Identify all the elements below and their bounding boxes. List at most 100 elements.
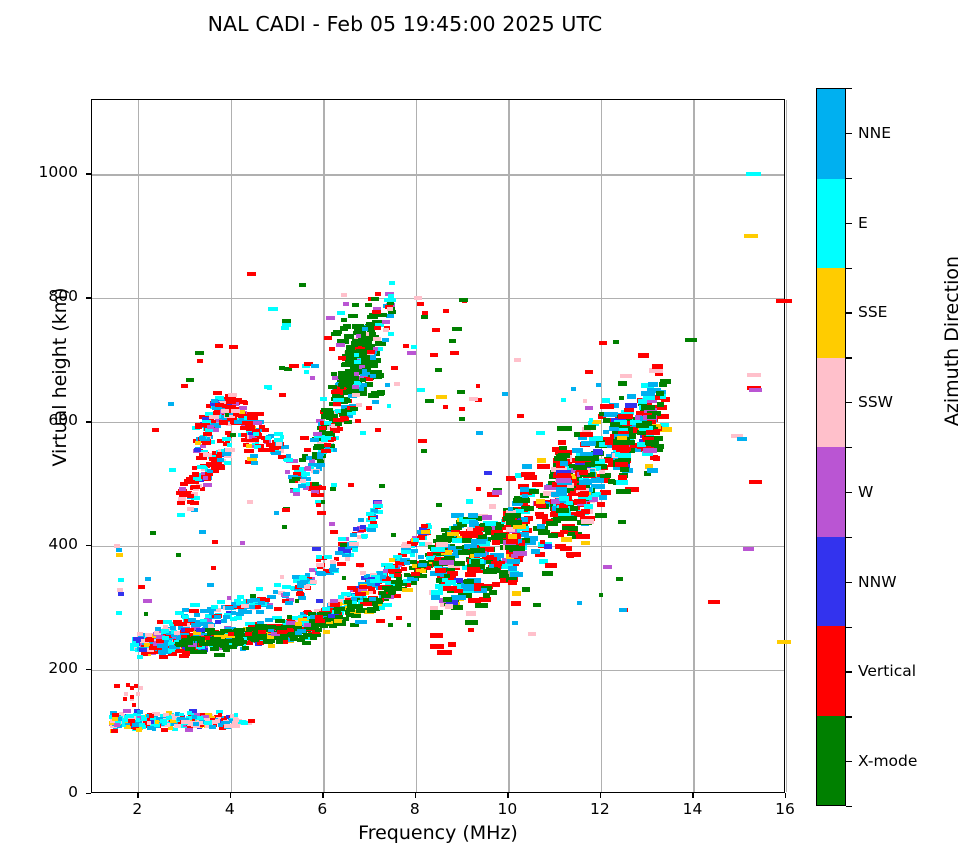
data-point <box>380 574 386 579</box>
data-point <box>512 497 522 503</box>
data-point <box>647 415 657 420</box>
data-point <box>192 465 198 470</box>
data-point <box>502 391 508 396</box>
data-point <box>603 564 612 569</box>
y-tick-label: 1000 <box>38 163 78 182</box>
data-point <box>388 623 393 628</box>
data-point <box>334 427 343 432</box>
data-point <box>496 522 505 528</box>
data-point <box>555 449 570 455</box>
data-point <box>382 568 394 573</box>
data-point <box>338 389 347 394</box>
data-point <box>266 447 276 452</box>
data-point <box>126 714 135 719</box>
data-point <box>656 402 664 408</box>
data-point <box>498 525 508 531</box>
data-point <box>199 486 206 491</box>
data-point <box>582 398 588 403</box>
data-point <box>117 592 124 597</box>
data-point <box>395 561 406 566</box>
data-point <box>334 607 345 612</box>
data-point <box>566 500 574 505</box>
data-point <box>512 524 526 530</box>
data-point <box>240 541 245 546</box>
data-point <box>292 574 302 579</box>
data-point <box>453 578 464 584</box>
data-point <box>225 405 236 410</box>
data-point <box>131 723 139 728</box>
data-point <box>535 430 545 435</box>
data-point <box>373 325 382 330</box>
data-point <box>398 552 408 557</box>
data-point <box>329 560 337 565</box>
data-point <box>201 636 211 641</box>
data-point <box>737 436 748 441</box>
data-point <box>203 712 212 717</box>
data-point <box>389 557 396 562</box>
data-point <box>167 642 177 647</box>
data-point <box>623 407 634 412</box>
data-point <box>636 444 651 450</box>
data-point <box>524 539 536 545</box>
data-point <box>214 652 226 657</box>
data-point <box>128 719 136 724</box>
colorbar-band-e <box>817 178 845 268</box>
data-point <box>314 608 322 613</box>
data-point <box>234 616 242 621</box>
data-point <box>282 507 291 512</box>
data-point <box>226 443 233 448</box>
data-point <box>288 474 298 479</box>
data-point <box>508 534 518 540</box>
data-point <box>341 616 350 621</box>
data-point <box>394 580 402 585</box>
colorbar-tick <box>846 581 852 583</box>
data-point <box>475 431 483 436</box>
data-point <box>300 477 311 482</box>
colorbar-label-e: E <box>858 213 868 232</box>
data-point <box>508 506 513 511</box>
data-point <box>302 364 311 369</box>
data-point <box>731 434 744 439</box>
data-point <box>130 643 139 648</box>
data-point <box>410 344 417 349</box>
data-point <box>214 718 220 723</box>
data-point <box>615 462 629 468</box>
data-point <box>390 585 402 590</box>
data-point <box>469 582 480 588</box>
data-point <box>322 569 331 574</box>
data-point <box>319 486 326 491</box>
data-point <box>551 498 560 504</box>
data-point <box>644 464 654 469</box>
data-point <box>406 622 412 627</box>
data-point <box>412 537 419 542</box>
data-point <box>645 440 660 446</box>
data-point <box>256 596 267 601</box>
data-point <box>439 559 454 565</box>
data-point <box>183 641 193 646</box>
data-point <box>458 416 466 421</box>
data-point <box>215 343 224 348</box>
data-point <box>298 576 308 581</box>
x-tick <box>692 793 694 798</box>
data-point <box>172 620 182 625</box>
data-point <box>344 419 352 424</box>
data-point <box>557 511 571 517</box>
data-point <box>190 715 198 720</box>
data-point <box>222 451 231 456</box>
data-point <box>225 448 235 453</box>
data-point <box>361 534 367 539</box>
data-point <box>315 418 324 423</box>
data-point <box>304 467 311 472</box>
data-point <box>254 635 262 640</box>
data-point <box>186 500 194 505</box>
data-point <box>596 502 606 508</box>
data-point <box>414 560 421 565</box>
data-point <box>138 725 144 730</box>
data-point <box>636 430 647 436</box>
data-point <box>473 527 482 533</box>
data-point <box>323 336 332 341</box>
x-tick-label: 4 <box>224 800 235 818</box>
data-point <box>510 572 523 578</box>
data-point <box>361 326 369 331</box>
data-point <box>296 581 306 586</box>
